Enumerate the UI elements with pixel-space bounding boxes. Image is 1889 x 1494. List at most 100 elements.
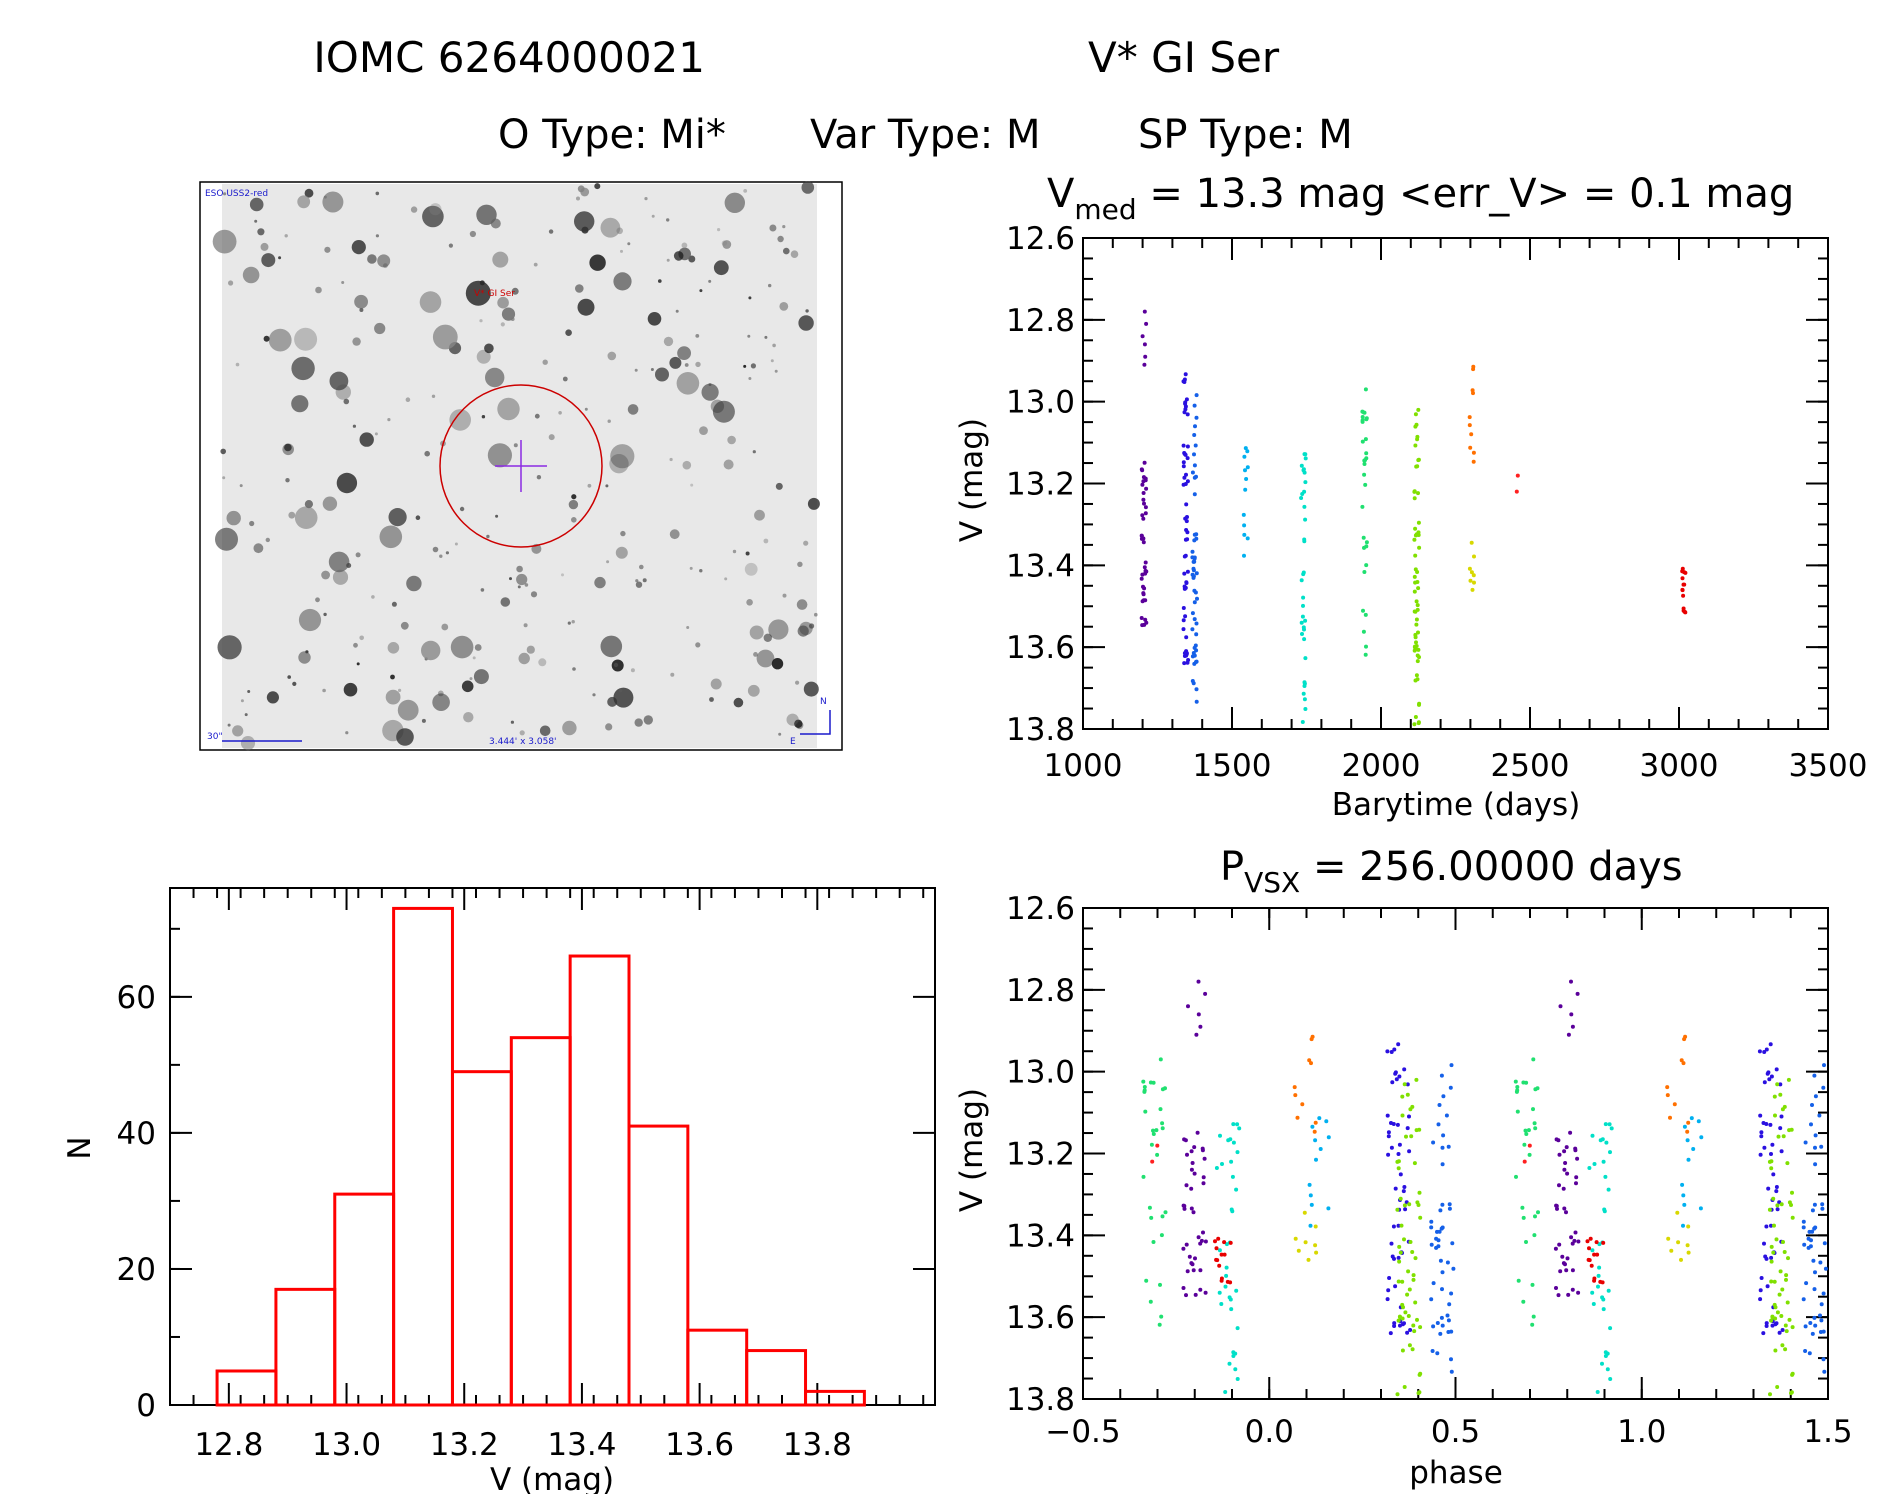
phased-point	[1431, 1281, 1436, 1286]
phased-point	[1397, 1314, 1402, 1319]
lightcurve-point	[1467, 415, 1472, 420]
phased-point	[1407, 1149, 1412, 1154]
phased-point	[1573, 1230, 1578, 1235]
phased-point	[1203, 1239, 1208, 1244]
star	[605, 723, 613, 731]
phased-point	[1780, 1107, 1785, 1112]
phased-point	[1790, 1371, 1795, 1376]
phased-point	[1386, 1130, 1391, 1135]
star	[748, 377, 752, 380]
lightcurve-point	[1190, 611, 1195, 616]
phased-point	[1603, 1174, 1608, 1179]
lightcurve-point	[1140, 513, 1145, 518]
phased-point	[1813, 1162, 1818, 1167]
lightcurve-point	[1468, 578, 1473, 583]
star	[294, 327, 318, 351]
phased-point	[1403, 1310, 1408, 1315]
phased-point	[1182, 1206, 1187, 1211]
star	[634, 368, 638, 372]
phased-point	[1790, 1325, 1795, 1330]
lightcurve-point	[1142, 586, 1147, 591]
phased-point	[1819, 1144, 1824, 1149]
star	[227, 723, 231, 727]
phased-point	[1779, 1149, 1784, 1154]
phased-point	[1196, 979, 1201, 984]
lightcurve-point	[1194, 699, 1199, 704]
star	[695, 334, 700, 338]
phased-title: PVSX = 256.00000 days	[1220, 844, 1683, 899]
phased-point	[1148, 1299, 1153, 1304]
star	[790, 250, 799, 258]
phased-point	[1149, 1142, 1154, 1147]
phased-point	[1446, 1330, 1451, 1334]
star	[592, 693, 596, 697]
star	[712, 400, 735, 423]
phased-point	[1813, 1133, 1818, 1138]
star	[620, 249, 623, 253]
lightcurve-point	[1191, 574, 1196, 579]
lightcurve-point	[1241, 512, 1246, 517]
lightcurve-point	[1412, 537, 1417, 542]
lightcurve-point	[1243, 487, 1248, 492]
lightcurve-point	[1181, 618, 1186, 623]
star	[518, 652, 530, 665]
ytick-label: 13.2	[1006, 1137, 1075, 1173]
phased-point	[1389, 1241, 1394, 1246]
star	[754, 509, 765, 521]
star	[571, 620, 575, 624]
star	[322, 496, 338, 511]
phased-point	[1142, 1089, 1147, 1094]
star	[607, 351, 617, 361]
star	[743, 189, 748, 193]
phased-point	[1778, 1269, 1783, 1274]
star	[431, 394, 436, 398]
star	[516, 573, 528, 586]
phased-point	[1601, 1159, 1606, 1164]
phased-point	[1189, 1186, 1194, 1191]
lightcurve-point	[1361, 535, 1366, 540]
xtick-label: 1000	[1044, 748, 1123, 784]
star	[226, 510, 241, 526]
phased-point	[1400, 1279, 1405, 1284]
lightcurve-point	[1142, 342, 1147, 347]
star	[509, 577, 512, 581]
phased-point	[1784, 1277, 1788, 1282]
phased-point	[1767, 1077, 1772, 1082]
phased-point	[1447, 1302, 1452, 1307]
phased-point	[1157, 1322, 1162, 1327]
lightcurve-point	[1680, 587, 1685, 592]
phased-point	[1447, 1206, 1452, 1211]
lightcurve-xlabel: Barytime (days)	[1332, 787, 1581, 823]
lightcurve-point	[1364, 644, 1368, 649]
phased-point	[1408, 1240, 1413, 1244]
star	[485, 367, 505, 388]
phased-point	[1807, 1351, 1812, 1356]
star	[513, 443, 518, 448]
phased-point	[1681, 1061, 1686, 1066]
lightcurve-point	[1683, 570, 1688, 575]
lightcurve-point	[1515, 473, 1520, 478]
phased-point	[1812, 1226, 1817, 1231]
lightcurve-point	[1360, 415, 1365, 419]
phased-point	[1235, 1326, 1240, 1331]
phased-point	[1762, 1145, 1767, 1150]
xtick-label: 1.0	[1617, 1414, 1666, 1450]
phased-point	[1308, 1193, 1313, 1198]
lightcurve-point	[1181, 443, 1186, 448]
phased-point	[1554, 1137, 1559, 1142]
phased-point	[1786, 1077, 1791, 1082]
lightcurve-point	[1416, 721, 1421, 726]
star	[689, 566, 693, 570]
star	[387, 642, 400, 654]
star	[630, 668, 635, 673]
phased-point	[1764, 1256, 1769, 1261]
lightcurve-point	[1364, 544, 1369, 549]
star	[511, 287, 519, 295]
lightcurve-point	[1139, 467, 1144, 472]
phased-point	[1413, 1300, 1418, 1305]
star	[254, 219, 258, 223]
phased-point	[1564, 1268, 1569, 1273]
phased-point	[1437, 1103, 1442, 1107]
lightcurve-point	[1142, 501, 1146, 506]
